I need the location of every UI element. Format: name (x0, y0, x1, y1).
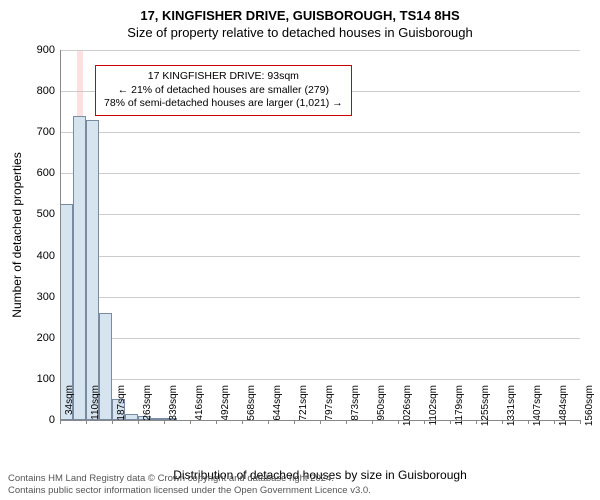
annotation-line3: 78% of semi-detached houses are larger (… (104, 97, 343, 111)
x-tick-label: 110sqm (90, 385, 101, 425)
x-tick-label: 416sqm (194, 385, 205, 425)
x-tick-label: 187sqm (116, 385, 127, 425)
x-tick-label: 873sqm (350, 385, 361, 425)
plot-area: Number of detached properties 0100200300… (60, 50, 580, 420)
gridline (60, 256, 580, 257)
x-tick-label: 1484sqm (558, 385, 569, 425)
x-tick-label: 1407sqm (532, 385, 543, 425)
y-tick-label: 500 (25, 208, 55, 220)
x-tick-label: 644sqm (272, 385, 283, 425)
gridline (60, 132, 580, 133)
gridline (60, 338, 580, 339)
bar (86, 120, 99, 420)
y-tick-label: 200 (25, 332, 55, 344)
footer-line2: Contains public sector information licen… (8, 485, 371, 496)
annotation-line2: ← 21% of detached houses are smaller (27… (104, 84, 343, 98)
x-tick-label: 339sqm (168, 385, 179, 425)
x-axis-line (60, 420, 580, 421)
y-tick-label: 0 (25, 414, 55, 426)
x-tick-label: 568sqm (246, 385, 257, 425)
gridline (60, 214, 580, 215)
chart-container: 17, KINGFISHER DRIVE, GUISBOROUGH, TS14 … (0, 0, 600, 500)
y-tick-label: 700 (25, 126, 55, 138)
y-tick-label: 600 (25, 167, 55, 179)
x-tick-label: 721sqm (298, 385, 309, 425)
x-tick-label: 1026sqm (402, 385, 413, 425)
y-axis-label: Number of detached properties (10, 152, 24, 317)
annotation-box: 17 KINGFISHER DRIVE: 93sqm ← 21% of deta… (95, 65, 352, 116)
x-tick-label: 1255sqm (480, 385, 491, 425)
y-tick-label: 300 (25, 291, 55, 303)
x-tick-label: 1560sqm (584, 385, 595, 425)
bar (73, 116, 86, 420)
gridline (60, 50, 580, 51)
chart-title-line1: 17, KINGFISHER DRIVE, GUISBOROUGH, TS14 … (0, 0, 600, 23)
x-tick-label: 34sqm (64, 385, 75, 425)
y-tick-label: 900 (25, 44, 55, 56)
y-tick-label: 400 (25, 250, 55, 262)
gridline (60, 173, 580, 174)
gridline (60, 379, 580, 380)
x-tick-label: 950sqm (376, 385, 387, 425)
x-tick-mark (580, 420, 581, 424)
footer-line1: Contains HM Land Registry data © Crown c… (8, 473, 371, 484)
x-tick-label: 263sqm (142, 385, 153, 425)
chart-title-line2: Size of property relative to detached ho… (0, 23, 600, 40)
x-tick-label: 1179sqm (454, 385, 465, 425)
gridline (60, 297, 580, 298)
y-tick-label: 800 (25, 85, 55, 97)
footer: Contains HM Land Registry data © Crown c… (8, 473, 371, 496)
x-tick-label: 1331sqm (506, 385, 517, 425)
y-tick-label: 100 (25, 373, 55, 385)
y-axis-line (60, 50, 61, 420)
x-tick-label: 1102sqm (428, 385, 439, 425)
annotation-line1: 17 KINGFISHER DRIVE: 93sqm (104, 70, 343, 84)
x-tick-label: 797sqm (324, 385, 335, 425)
x-tick-label: 492sqm (220, 385, 231, 425)
